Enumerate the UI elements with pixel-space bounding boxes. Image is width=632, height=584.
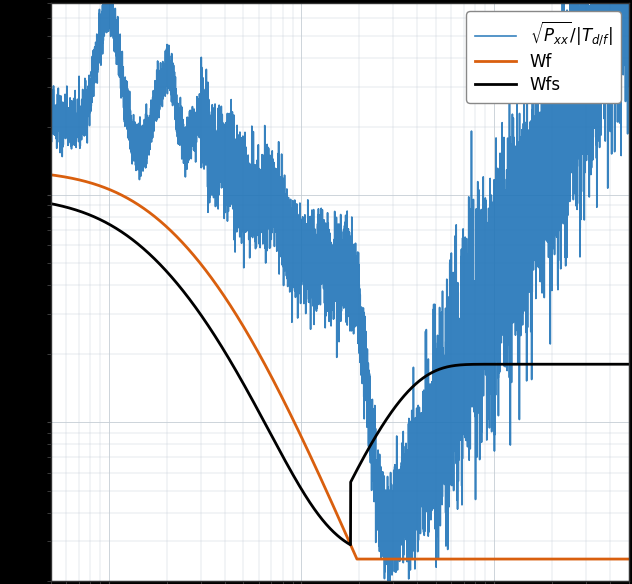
- $\sqrt{P_{xx}}/|T_{d/f}|$: [260, 232, 268, 239]
- $\sqrt{P_{xx}}/|T_{d/f}|$: [587, 106, 595, 113]
- $\sqrt{P_{xx}}/|T_{d/f}|$: [625, 0, 632, 1]
- Wf: [260, 360, 268, 367]
- Wfs: [52, 201, 59, 208]
- Wfs: [587, 361, 595, 368]
- $\sqrt{P_{xx}}/|T_{d/f}|$: [52, 124, 59, 131]
- Wf: [625, 555, 632, 562]
- Legend: $\sqrt{P_{xx}}/|T_{d/f}|$, Wf, Wfs: $\sqrt{P_{xx}}/|T_{d/f}|$, Wf, Wfs: [466, 11, 621, 103]
- Line: Wf: Wf: [0, 169, 629, 559]
- Line: Wfs: Wfs: [0, 195, 629, 545]
- Wf: [353, 555, 361, 562]
- Wfs: [625, 361, 632, 368]
- Wfs: [347, 541, 355, 548]
- Wfs: [260, 419, 268, 426]
- Wf: [587, 555, 595, 562]
- Wf: [52, 172, 59, 179]
